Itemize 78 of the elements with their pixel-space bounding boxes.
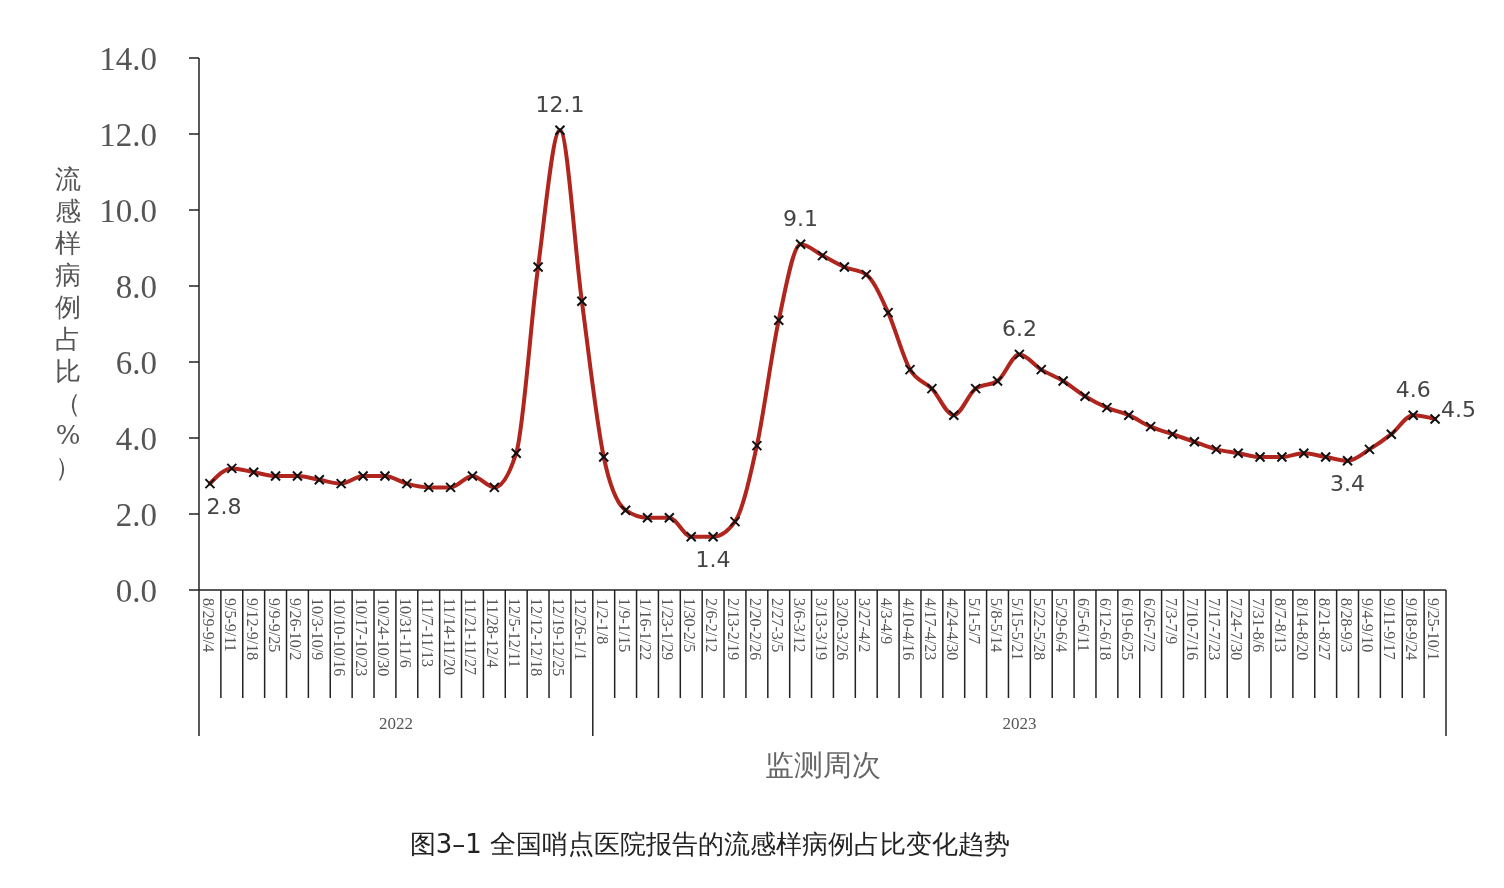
x-tick-label: 10/10-10/16: [331, 598, 349, 677]
data-label: 9.1: [783, 206, 819, 232]
x-tick-label: 5/8-5/14: [987, 598, 1005, 653]
x-tick-label: 1/9-1/15: [615, 598, 633, 653]
y-tick-label: 8.0: [115, 268, 157, 305]
y-tick-label: 4.0: [115, 420, 157, 457]
y-tick-label: 2.0: [115, 496, 157, 533]
x-tick-label: 12/19-12/25: [549, 598, 567, 677]
x-tick-label: 8/7-8/13: [1271, 598, 1289, 653]
y-tick-label: 0.0: [115, 572, 157, 609]
x-tick-label: 6/19-6/25: [1118, 598, 1136, 661]
x-tick-label: 2/13-2/19: [724, 598, 742, 661]
text: 图3–1 全国哨点医院报告的流感样病例占比变化趋势: [409, 829, 1011, 859]
x-tick-label: 6/26-7/2: [1140, 598, 1158, 653]
x-tick-label: 2/27-3/5: [768, 598, 786, 653]
x-tick-label: 7/3-7/9: [1162, 598, 1180, 645]
y-tick-label: 14.0: [99, 40, 157, 77]
x-tick-label: 8/14-8/20: [1293, 598, 1311, 661]
x-tick-label: 10/17-10/23: [353, 598, 371, 677]
x-tick-label: 6/5-6/11: [1075, 598, 1093, 652]
data-label: 6.2: [1001, 316, 1037, 342]
x-tick-label: 3/6-3/12: [790, 598, 808, 653]
x-tick-label: 7/24-7/30: [1228, 598, 1246, 661]
x-tick-label: 7/10-7/16: [1184, 598, 1202, 661]
y-tick-label: 6.0: [115, 344, 157, 381]
x-tick-label: 12/12-12/18: [528, 598, 546, 677]
x-tick-label: 9/4-9/10: [1359, 598, 1377, 653]
x-tick-label: 4/3-4/9: [878, 598, 896, 645]
x-tick-label: 9/5-9/11: [221, 598, 239, 652]
x-tick-label: 5/22-5/28: [1031, 598, 1049, 661]
x-tick-label: 4/24-4/30: [943, 598, 961, 661]
x-tick-label: 9/11-9/17: [1381, 598, 1399, 660]
x-tick-label: 11/21-11/27: [462, 598, 480, 676]
data-label: 4.5: [1441, 397, 1477, 422]
x-tick-label: 2/6-2/12: [703, 598, 721, 653]
x-tick-label: 6/12-6/18: [1096, 598, 1114, 661]
x-tick-label: 10/24-10/30: [374, 598, 392, 677]
x-tick-label: 8/21-8/27: [1315, 598, 1333, 661]
x-tick-label: 5/1-5/7: [965, 598, 983, 645]
x-tick-label: 9/12-9/18: [243, 598, 261, 661]
x-tick-label: 2/20-2/26: [746, 598, 764, 661]
x-tick-label: 5/15-5/21: [1009, 598, 1027, 661]
data-label: 12.1: [535, 92, 585, 118]
x-tick-label: 11/7-11/13: [418, 598, 436, 668]
text: 2022: [378, 714, 413, 733]
x-tick-label: 1/2-1/8: [593, 598, 611, 645]
x-tick-label: 7/31-8/6: [1250, 598, 1268, 653]
x-tick-label: 5/29-6/4: [1053, 598, 1071, 653]
x-tick-label: 1/16-1/22: [637, 598, 655, 661]
x-axis-title: 监测周次: [764, 748, 881, 782]
x-tick-label: 9/25-10/1: [1425, 598, 1443, 661]
x-tick-label: 11/14-11/20: [440, 598, 458, 676]
x-tick-label: 7/17-7/23: [1206, 598, 1224, 661]
x-tick-label: 3/20-3/26: [834, 598, 852, 661]
x-tick-label: 11/28-12/4: [484, 598, 502, 668]
y-tick-label: 10.0: [99, 192, 157, 229]
x-tick-label: 9/26-10/2: [287, 598, 305, 661]
data-label: 4.6: [1395, 377, 1431, 403]
y-tick-label: 12.0: [99, 116, 157, 153]
x-tick-label: 9/18-9/24: [1403, 598, 1421, 661]
x-tick-label: 4/10-4/16: [900, 598, 918, 661]
x-tick-label: 12/26-1/1: [571, 598, 589, 661]
x-tick-label: 3/27-4/2: [856, 598, 874, 653]
x-tick-label: 8/28-9/3: [1337, 598, 1355, 653]
text: 2023: [1002, 714, 1037, 733]
x-tick-label: 1/23-1/29: [659, 598, 677, 661]
x-tick-label: 3/13-3/19: [812, 598, 830, 661]
data-label: 2.8: [206, 493, 242, 519]
x-tick-label: 1/30-2/5: [681, 598, 699, 653]
x-tick-label: 12/5-12/11: [506, 598, 524, 668]
x-tick-label: 8/29-9/4: [199, 598, 217, 653]
x-tick-label: 10/31-11/6: [396, 598, 414, 668]
data-label: 3.4: [1330, 470, 1366, 496]
x-tick-label: 10/3-10/9: [309, 598, 327, 661]
x-tick-label: 9/9-9/25: [265, 598, 283, 653]
x-tick-label: 4/17-4/23: [921, 598, 939, 661]
data-label: 1.4: [695, 546, 731, 572]
text: 流感样病例占比（%）: [55, 164, 81, 482]
